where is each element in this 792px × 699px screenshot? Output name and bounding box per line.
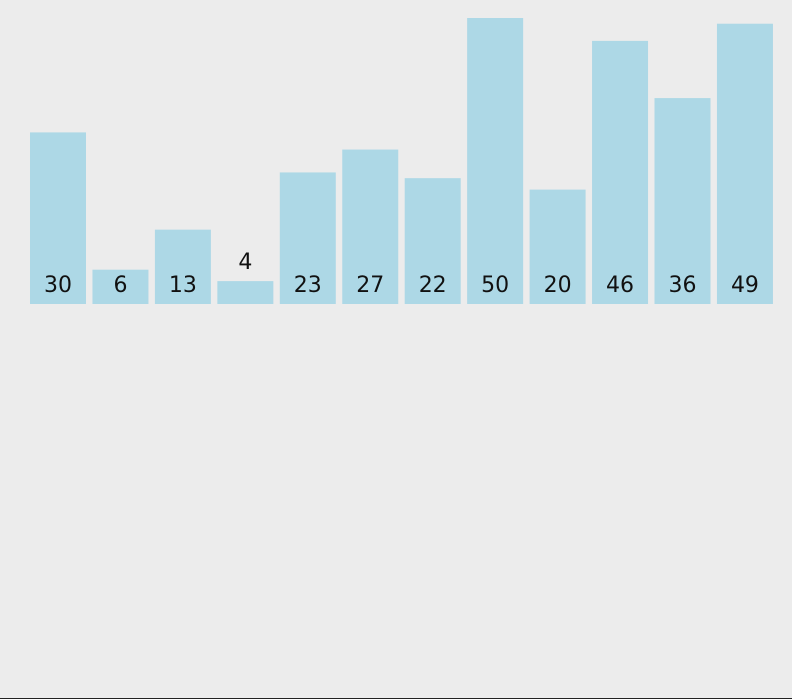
value-label: 30 (44, 273, 72, 298)
value-label: 13 (169, 273, 197, 298)
bar (467, 18, 524, 304)
bar (217, 281, 274, 304)
value-label: 27 (356, 273, 384, 298)
bar (154, 229, 211, 304)
value-label: 22 (419, 273, 447, 298)
value-label: 4 (238, 250, 252, 275)
bar (404, 178, 461, 304)
value-label: 36 (669, 273, 697, 298)
value-label: 23 (294, 273, 322, 298)
bar (716, 23, 773, 304)
bar (654, 98, 711, 304)
value-label: 50 (481, 273, 509, 298)
bar (592, 40, 649, 304)
bar (30, 132, 86, 304)
bar (92, 269, 149, 304)
value-label: 20 (544, 273, 572, 298)
value-label: 46 (606, 273, 634, 298)
bar (342, 149, 399, 304)
bar (279, 172, 336, 304)
value-label: 49 (731, 273, 759, 298)
value-label: 6 (113, 273, 127, 298)
bar (529, 189, 586, 304)
